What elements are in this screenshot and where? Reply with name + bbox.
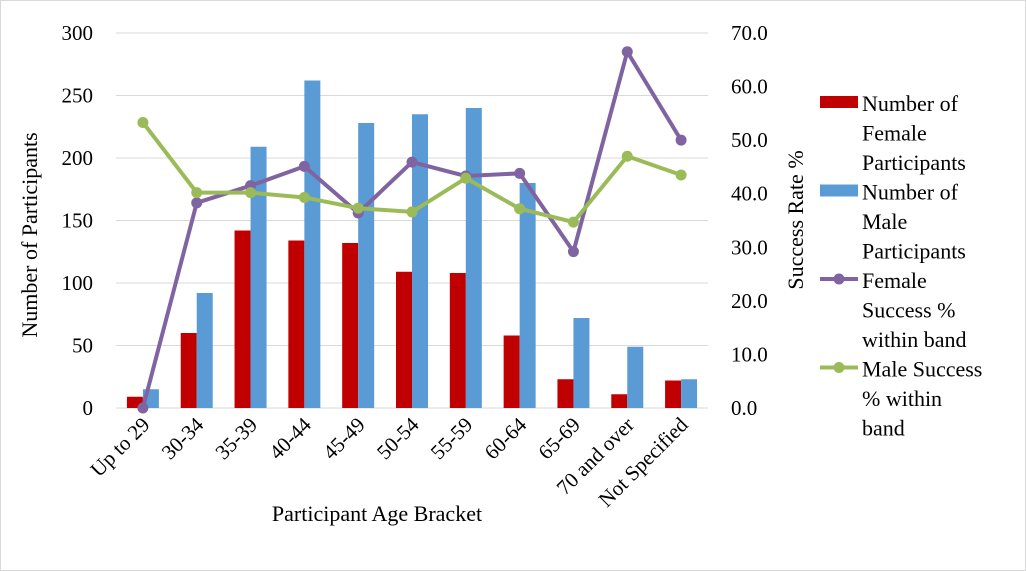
right-axis-ticks: 0.0 10.0 20.0 30.0 40.0 50.0 60.0 70.0 — [731, 21, 768, 420]
male-success-point — [191, 187, 203, 199]
legend-line: band — [862, 416, 905, 441]
legend-female-success: Female Success % within band — [862, 268, 967, 352]
legend-line: Male — [862, 209, 907, 234]
legend-line: Number of — [862, 180, 959, 205]
male-success-point — [567, 216, 579, 228]
x-axis-title: Participant Age Bracket — [272, 501, 482, 526]
x-tick-label: 30-34 — [157, 412, 209, 464]
male-participants-bar — [681, 379, 698, 408]
bar-series — [126, 80, 698, 408]
female-success-point — [406, 156, 418, 168]
male-success-point — [298, 191, 310, 203]
y-tick-label: 250 — [62, 84, 94, 108]
legend-line: Participants — [862, 239, 966, 264]
y-tick-label: 50 — [72, 334, 93, 358]
male-success-point — [514, 203, 526, 215]
female-participants-bar — [665, 380, 682, 408]
legend-line: % within — [862, 386, 942, 411]
female-success-point — [137, 402, 149, 414]
left-axis-ticks: 0 50 100 150 200 250 300 — [62, 21, 94, 420]
male-participants-bar — [250, 146, 267, 408]
y2-tick-label: 0.0 — [731, 396, 757, 420]
y-tick-label: 300 — [62, 21, 94, 45]
male-participants-bar — [358, 123, 375, 408]
y2-tick-label: 10.0 — [731, 342, 768, 366]
female-participants-bar — [396, 271, 412, 408]
legend-male-participants: Number of Male Participants — [862, 180, 966, 264]
y2-tick-label: 60.0 — [731, 75, 768, 99]
male-participants-bar — [196, 293, 213, 408]
female-success-point — [621, 46, 633, 58]
female-success-point — [675, 134, 687, 146]
male-success-point — [137, 116, 149, 128]
legend-key — [820, 184, 858, 197]
legend-line: Female — [862, 268, 927, 293]
male-participants-bar — [573, 318, 590, 408]
male-success-point — [352, 202, 364, 214]
female-participants-bar — [234, 230, 251, 408]
male-success-point — [675, 169, 687, 181]
female-participants-bar — [180, 333, 197, 408]
female-participants-bar — [342, 243, 359, 408]
x-tick-label: 35-39 — [210, 413, 262, 465]
female-success-point — [191, 197, 203, 209]
legend-male-success: Male Success % within band — [862, 357, 982, 441]
legend-line: Female — [862, 121, 927, 146]
male-participants-bar — [465, 108, 482, 408]
line-series — [137, 46, 687, 414]
male-success-point — [621, 150, 633, 162]
legend-key-marker — [833, 362, 845, 373]
y2-tick-label: 40.0 — [731, 182, 768, 206]
legend-line: Number of — [862, 91, 959, 116]
y2-tick-label: 70.0 — [731, 21, 768, 45]
category-axis-labels: Up to 29 30-34 35-39 40-44 45-49 50-54 55-59 60… — [86, 412, 693, 511]
x-tick-label: 60-64 — [480, 412, 532, 464]
legend-line: Male Success — [862, 357, 982, 382]
legend-female-participants: Number of Female Participants — [862, 91, 966, 175]
legend-key — [820, 96, 858, 108]
female-participants-bar — [611, 394, 628, 408]
y-axis-title: Number of Participants — [17, 132, 42, 337]
male-success-point — [245, 187, 257, 199]
female-success-point — [298, 160, 310, 172]
female-participants-bar — [557, 379, 574, 408]
y-tick-label: 200 — [62, 146, 94, 170]
male-success-point — [406, 206, 418, 218]
legend-key-marker — [833, 273, 845, 285]
male-participants-bar — [519, 183, 536, 408]
legend-line: within band — [862, 327, 967, 352]
legend: Number of Female Participants Number of Male… — [820, 91, 982, 441]
y2-axis-title: Success Rate % — [783, 150, 808, 289]
male-participants-bar — [412, 114, 428, 408]
female-participants-bar — [288, 240, 305, 408]
male-success-point — [460, 172, 472, 184]
female-participants-bar — [126, 396, 143, 408]
y2-tick-label: 20.0 — [731, 289, 768, 313]
legend-line: Success % — [862, 298, 955, 323]
x-tick-label: 50-54 — [372, 412, 424, 464]
y2-tick-label: 50.0 — [731, 128, 768, 152]
female-success-point — [514, 167, 526, 179]
y-tick-label: 0 — [83, 396, 94, 420]
x-tick-label: 45-49 — [318, 413, 370, 465]
x-tick-label: Up to 29 — [86, 413, 155, 482]
female-success-point — [567, 246, 579, 258]
male-participants-bar — [304, 80, 321, 408]
male-participants-bar — [627, 346, 644, 408]
x-tick-label: 55-59 — [426, 413, 478, 465]
y2-tick-label: 30.0 — [731, 235, 768, 259]
female-participants-bar — [449, 273, 466, 408]
y-tick-label: 150 — [62, 209, 94, 233]
y-tick-label: 100 — [62, 271, 94, 295]
female-participants-bar — [503, 335, 520, 408]
x-tick-label: 40-44 — [264, 412, 316, 464]
legend-line: Participants — [862, 150, 966, 175]
